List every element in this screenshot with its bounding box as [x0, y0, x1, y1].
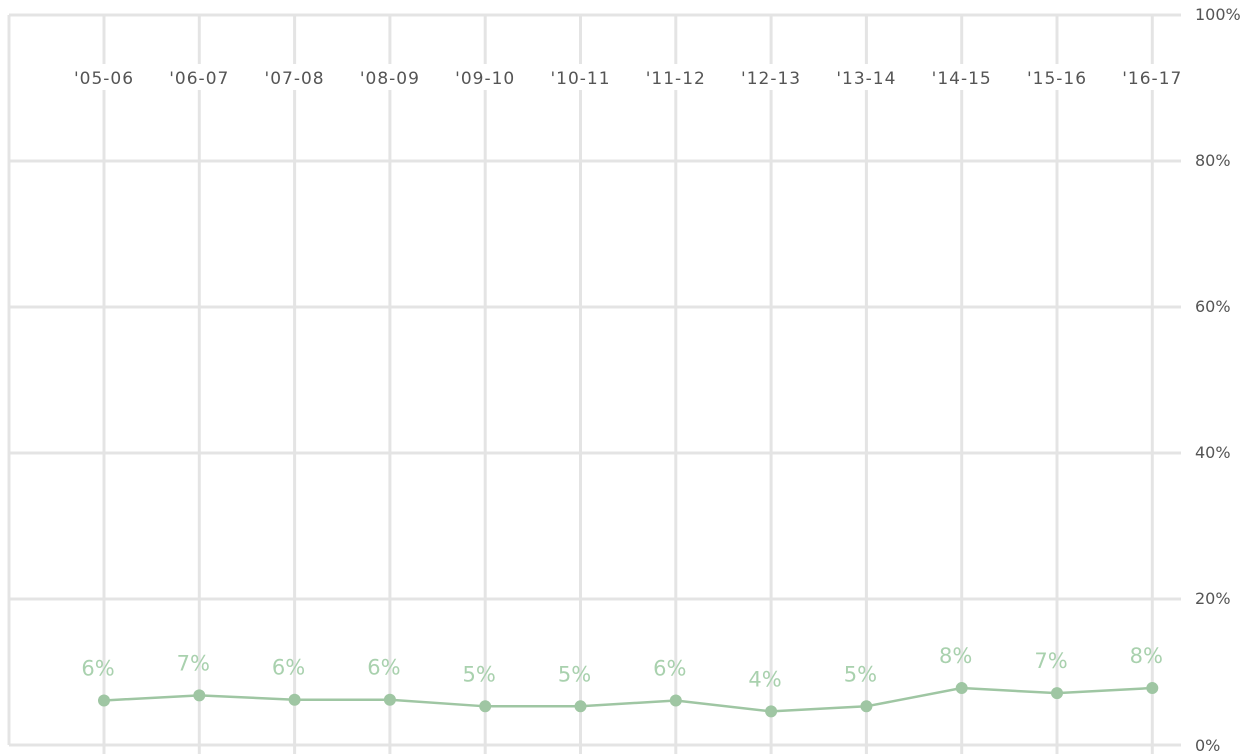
x-tick-label-bg [1021, 64, 1093, 90]
data-point [1146, 682, 1159, 695]
data-label: 5% [558, 662, 591, 686]
x-tick-label: '11-12 [646, 69, 706, 89]
data-point [479, 700, 492, 713]
x-tick-label-bg [163, 64, 236, 90]
series-line [103, 686, 1153, 713]
x-tick-label: '15-16 [1027, 69, 1087, 89]
y-tick-label: 20% [1195, 589, 1231, 608]
x-tick-label: '09-10 [455, 69, 515, 89]
y-tick-label: 80% [1195, 151, 1231, 170]
data-point [955, 682, 968, 695]
x-tick-label: '16-17 [1122, 69, 1182, 89]
x-tick-label-bg [925, 64, 998, 90]
data-label: 5% [463, 662, 496, 686]
series [98, 682, 1159, 718]
data-label: 6% [81, 656, 114, 680]
data-label: 5% [844, 662, 877, 686]
x-tick-label: '05-06 [74, 69, 134, 89]
data-label: 8% [939, 644, 972, 668]
data-label: 6% [367, 656, 400, 680]
data-point [193, 689, 206, 702]
data-label: 6% [272, 656, 305, 680]
y-tick-label: 60% [1195, 297, 1231, 316]
x-tick-label: '08-09 [360, 69, 420, 89]
x-tick-label: '13-14 [836, 69, 896, 89]
y-tick-label: 0% [1195, 736, 1220, 754]
x-tick-label: '12-13 [741, 69, 801, 89]
data-point [1051, 687, 1063, 700]
data-point [669, 694, 682, 707]
y-tick-label: 100% [1195, 5, 1241, 24]
data-label: 8% [1130, 644, 1163, 668]
data-label: 4% [748, 667, 781, 691]
x-tick-label-bg [258, 64, 331, 90]
x-tick-label: '14-15 [932, 69, 992, 89]
x-tick-label: '10-11 [550, 69, 610, 89]
x-tick-label-bg [1116, 64, 1189, 90]
x-tick-label-bg [735, 64, 808, 90]
y-tick-label: 40% [1195, 443, 1231, 462]
data-point [98, 694, 110, 707]
data-labels: 6% 7% 6% 6% 5% 5% 6% 4% 5% 8% 7% 8% [81, 644, 1163, 691]
data-label: 7% [1034, 649, 1067, 673]
data-point [765, 705, 778, 718]
data-point [288, 693, 301, 706]
x-tick-label-bg [639, 64, 712, 90]
x-tick-label-bg [449, 64, 522, 90]
x-axis-ticks: '05-06 '06-07 '07-08 '08-09 '09-10 '10-11 '11-… [68, 64, 1189, 90]
x-tick-label: '07-08 [265, 69, 325, 89]
data-point [860, 700, 873, 713]
x-tick-label-bg [830, 64, 903, 90]
x-tick-label-bg [544, 64, 617, 90]
data-label: 7% [177, 651, 210, 675]
data-point [574, 700, 587, 713]
x-tick-label-bg [68, 64, 140, 90]
data-point [383, 693, 396, 706]
grid [7, 13, 1181, 754]
y-axis-ticks: 0% 20% 40% 60% 80% 100% [1195, 5, 1241, 754]
x-tick-label-bg [353, 64, 426, 90]
data-label: 6% [653, 656, 686, 680]
x-tick-label: '06-07 [169, 69, 229, 89]
